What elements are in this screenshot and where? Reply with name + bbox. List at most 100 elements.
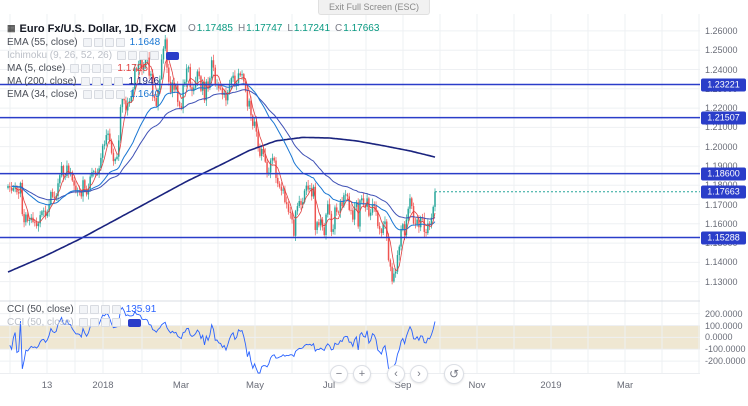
candle-body <box>402 224 404 230</box>
indicator-settings-button[interactable] <box>92 77 102 86</box>
indicator-delete-button[interactable] <box>100 305 110 314</box>
cci-line <box>9 306 436 375</box>
indicator-visibility-button[interactable] <box>78 305 88 314</box>
indicator-flag-badge <box>166 51 180 60</box>
candle-body <box>337 211 340 213</box>
price-axis-label: 1.16000 <box>705 218 738 229</box>
candle-body <box>271 157 274 161</box>
indicator-more-button[interactable] <box>111 318 121 327</box>
price-level-badge: 1.21507 <box>701 111 746 125</box>
candle-body <box>355 202 358 207</box>
indicator-more-button[interactable] <box>115 90 125 99</box>
candle-body <box>93 171 95 173</box>
candle-body <box>234 75 236 86</box>
indicator-settings-button[interactable] <box>93 90 103 99</box>
candle-body <box>257 131 259 149</box>
time-axis[interactable]: 13 2018 Mar May Jul Sep Nov 2019 Mar <box>0 374 748 396</box>
indicator-more-button[interactable] <box>114 77 124 86</box>
indicator-visibility-button[interactable] <box>78 318 88 327</box>
indicator-visibility-button[interactable] <box>117 51 127 60</box>
indicator-label: CCI (50, close) <box>7 317 74 328</box>
candle-body <box>389 260 392 267</box>
indicator-settings-button[interactable] <box>89 305 99 314</box>
candle-body <box>28 219 31 221</box>
candle-body <box>380 229 383 234</box>
reset-chart-button[interactable]: ↺ <box>444 364 464 384</box>
candle-body <box>359 200 361 227</box>
candle-body <box>116 156 118 159</box>
indicator-visibility-button[interactable] <box>70 64 80 73</box>
price-level-badge: 1.15288 <box>701 231 746 245</box>
scroll-right-button[interactable]: › <box>410 365 428 383</box>
indicator-delete-button[interactable] <box>103 77 113 86</box>
candle-body <box>169 81 172 93</box>
candle-body <box>430 217 433 226</box>
ohlc-letter: H <box>237 23 246 34</box>
scroll-left-button[interactable]: ‹ <box>387 365 405 383</box>
candle-body <box>164 39 166 49</box>
candle-body <box>425 231 427 234</box>
indicator-visibility-button[interactable] <box>82 38 92 47</box>
indicator-more-button[interactable] <box>111 305 121 314</box>
indicator-row[interactable]: EMA (34, close) 1.1640 <box>7 88 379 101</box>
indicator-row[interactable]: MA (200, close) 1.1946 <box>7 75 379 88</box>
indicator-visibility-button[interactable] <box>81 77 91 86</box>
candle-body <box>310 187 313 197</box>
indicator-delete-button[interactable] <box>92 64 102 73</box>
candle-body <box>285 202 288 205</box>
indicator-delete-button[interactable] <box>104 38 114 47</box>
indicator-visibility-button[interactable] <box>82 90 92 99</box>
cci-axis-label: 100.0000 <box>705 320 743 331</box>
candle-body <box>107 133 109 136</box>
indicator-row[interactable]: MA (5, close) 1.1725 <box>7 62 379 75</box>
price-axis-label: 1.14000 <box>705 257 738 268</box>
candle-body <box>228 83 231 93</box>
candle-body <box>219 88 222 90</box>
indicator-more-button[interactable] <box>150 51 160 60</box>
candle-body <box>346 194 349 197</box>
candle-body <box>73 180 75 186</box>
indicator-settings-button[interactable] <box>89 318 99 327</box>
candle-body <box>302 202 304 205</box>
candle-body <box>53 196 56 199</box>
candle-body <box>185 68 188 82</box>
indicator-settings-button[interactable] <box>128 51 138 60</box>
price-axis[interactable]: 1.260001.250001.240001.230001.220001.210… <box>700 0 748 374</box>
candle-body <box>230 78 233 84</box>
candle-body <box>168 67 170 82</box>
candle-body <box>260 148 263 156</box>
candle-body <box>294 211 297 236</box>
candle-body <box>364 205 367 207</box>
indicator-row[interactable]: Ichimoku (9, 26, 52, 26) <box>7 49 379 62</box>
indicator-row[interactable]: EMA (55, close) 1.1648 <box>7 36 379 49</box>
indicator-label: Ichimoku (9, 26, 52, 26) <box>7 50 113 61</box>
candle-body <box>109 133 111 141</box>
candle-body <box>375 206 377 212</box>
indicator-more-button[interactable] <box>115 38 125 47</box>
candle-body <box>51 191 54 197</box>
candle-body <box>332 229 334 232</box>
indicator-more-button[interactable] <box>103 64 113 73</box>
indicator-settings-button[interactable] <box>93 38 103 47</box>
ohlc-readout: O1.17485 H1.17747 L1.17241 C1.17663 <box>183 23 379 34</box>
candle-body <box>114 159 116 162</box>
ohlc-letter: O <box>188 23 196 34</box>
symbol-legend-row[interactable]: ▦ Euro Fx/U.S. Dollar, 1D, FXCM O1.17485… <box>7 21 379 36</box>
candle-body <box>189 67 191 88</box>
indicator-delete-button[interactable] <box>104 90 114 99</box>
zoom-out-button[interactable]: − <box>330 365 348 383</box>
candle-body <box>205 81 208 101</box>
candle-body <box>41 211 43 216</box>
zoom-in-button[interactable]: + <box>353 365 371 383</box>
time-axis-label: Mar <box>616 380 634 391</box>
indicator-row[interactable]: CCI (50, close) 135.91 <box>7 303 156 316</box>
candle-body <box>66 165 68 176</box>
cci-axis-label: -200.0000 <box>705 356 746 367</box>
indicator-settings-button[interactable] <box>81 64 91 73</box>
candle-body <box>84 180 86 189</box>
indicator-delete-button[interactable] <box>139 51 149 60</box>
candle-body <box>178 101 181 107</box>
indicator-row[interactable]: CCI (50, close) <box>7 316 156 329</box>
indicator-delete-button[interactable] <box>100 318 110 327</box>
